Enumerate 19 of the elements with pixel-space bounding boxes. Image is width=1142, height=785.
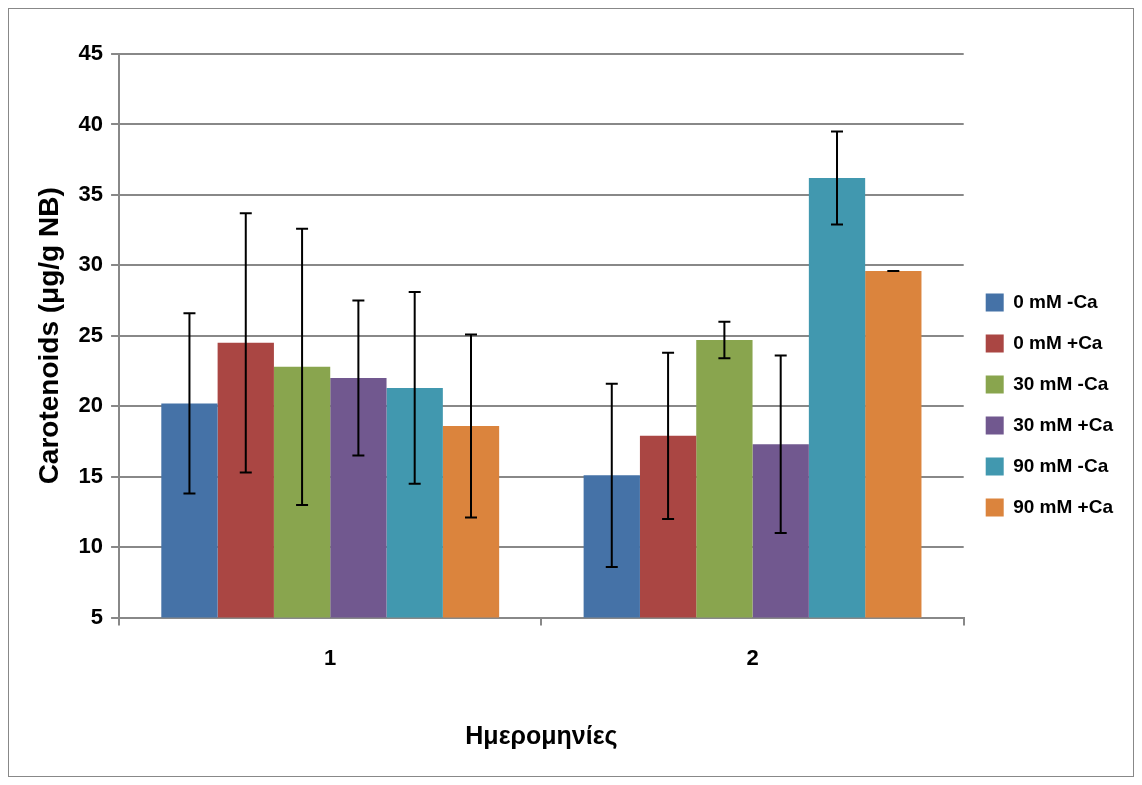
legend-label: 90 mM +Ca (1013, 495, 1114, 517)
legend-label: 0 mM -Ca (1013, 290, 1099, 312)
legend-label: 90 mM -Ca (1013, 454, 1109, 476)
y-tick-label: 10 (78, 533, 104, 559)
y-tick-label: 20 (78, 392, 104, 418)
y-tick-label: 15 (78, 462, 104, 488)
x-tick-label: 2 (746, 644, 759, 670)
y-tick-label: 35 (78, 180, 104, 206)
x-tick-label: 1 (324, 644, 337, 670)
y-tick-label: 30 (78, 251, 104, 277)
y-tick-label: 45 (78, 40, 104, 66)
legend-label: 30 mM -Ca (1013, 372, 1109, 394)
y-tick-label: 5 (90, 603, 104, 629)
y-axis-title: Carotenoids (μg/g NB) (32, 187, 64, 485)
y-tick-label: 25 (78, 321, 104, 347)
legend-label: 30 mM +Ca (1013, 413, 1114, 435)
legend-label: 0 mM +Ca (1013, 331, 1103, 353)
y-tick-label: 40 (78, 110, 104, 136)
x-axis-title: Ημερομηνίες (465, 720, 618, 750)
